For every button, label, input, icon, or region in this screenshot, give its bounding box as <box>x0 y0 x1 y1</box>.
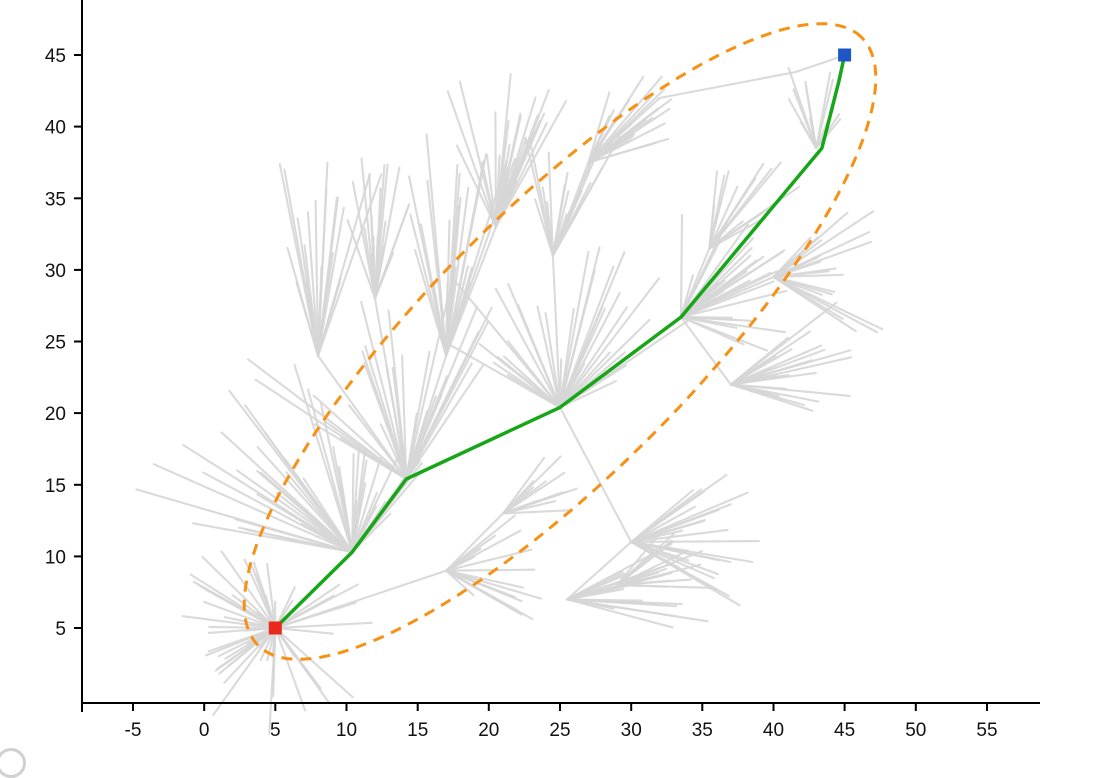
x-tick-label: 25 <box>549 720 570 741</box>
y-tick-label: 35 <box>45 189 66 210</box>
tree-branch <box>774 277 883 329</box>
tree-edge <box>553 162 589 255</box>
y-tick-label: 25 <box>45 333 66 354</box>
x-tick-label: -5 <box>125 720 142 741</box>
tree-branch <box>209 627 275 628</box>
x-tick-label: 10 <box>336 720 357 741</box>
tree-branch <box>446 570 534 571</box>
y-tick-label: 5 <box>55 619 66 640</box>
x-tick-label: 55 <box>976 720 997 741</box>
y-tick-label: 40 <box>45 118 66 139</box>
y-tick-label: 10 <box>45 547 66 568</box>
x-tick-label: 0 <box>199 720 210 741</box>
tree-branch <box>631 541 759 542</box>
tree-branch <box>495 112 496 227</box>
tree-branch <box>774 211 874 277</box>
tree-branch <box>631 507 695 542</box>
tree-edge <box>275 571 446 628</box>
x-tick-label: 35 <box>692 720 713 741</box>
x-tick-label: 40 <box>763 720 784 741</box>
tree-branch <box>794 89 817 148</box>
x-tick-label: 45 <box>834 720 855 741</box>
x-tick-label: 50 <box>905 720 926 741</box>
tree-branch <box>136 489 352 552</box>
tree-edge <box>795 56 842 72</box>
x-tick-label: 5 <box>270 720 281 741</box>
y-tick-label: 45 <box>45 46 66 67</box>
tree-branch <box>275 628 333 634</box>
tree-edge <box>560 407 631 542</box>
x-tick-label: 30 <box>621 720 642 741</box>
y-tick-label: 30 <box>45 261 66 282</box>
tree-branch <box>222 551 276 628</box>
tree-branch <box>681 215 682 317</box>
tree-branch <box>731 360 812 384</box>
corner-circle-decoration <box>0 748 26 778</box>
y-tick-label: 20 <box>45 404 66 425</box>
x-tick-label: 15 <box>407 720 428 741</box>
x-tick-label: 20 <box>478 720 499 741</box>
goal-marker <box>838 49 851 62</box>
start-marker <box>269 622 282 635</box>
y-tick-label: 15 <box>45 476 66 497</box>
tree-edge <box>446 513 503 570</box>
tree-branch <box>774 277 843 319</box>
